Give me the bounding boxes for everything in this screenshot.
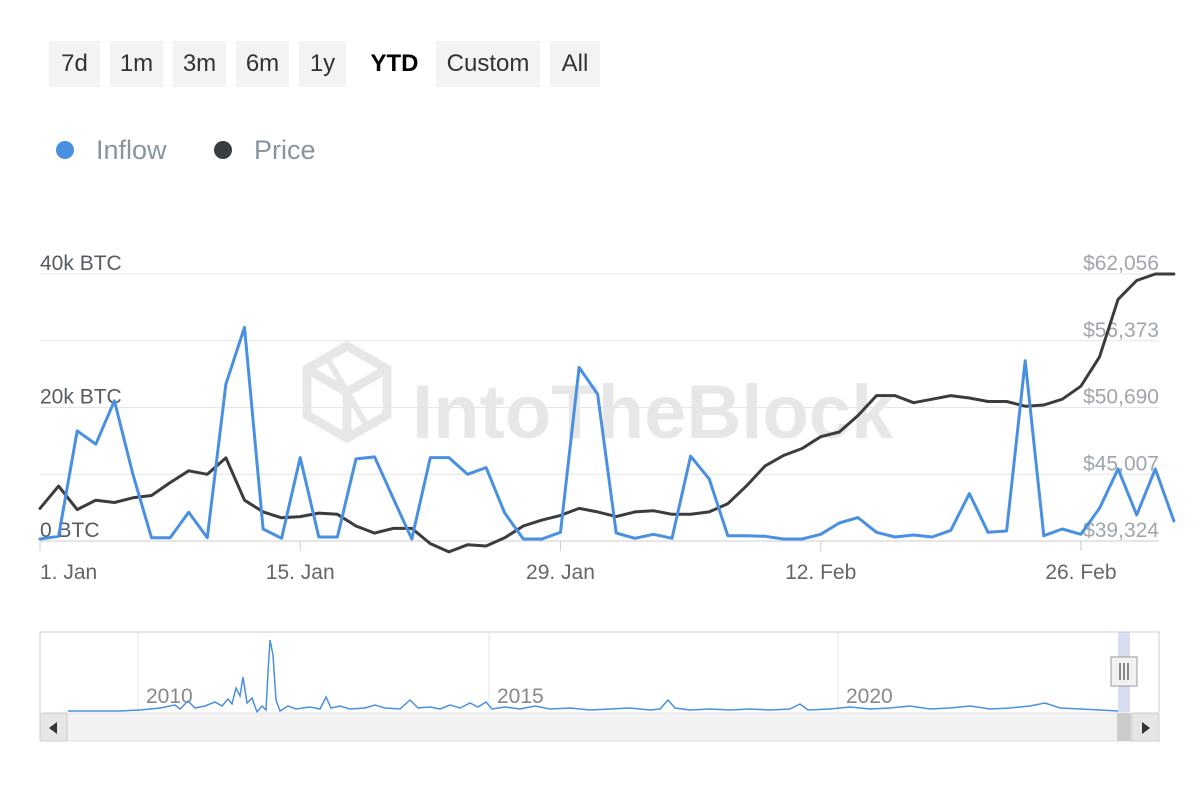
range-button-custom[interactable]: Custom (436, 41, 540, 87)
range-button-ytd[interactable]: YTD (356, 41, 433, 87)
navigator-year-label-2015: 2015 (497, 685, 544, 708)
legend-label-price: Price (254, 134, 316, 165)
chevron-left-icon (49, 722, 57, 734)
range-button-3m[interactable]: 3m (173, 41, 226, 87)
legend-dot-inflow (56, 141, 74, 159)
legend-dot-price (214, 141, 232, 159)
range-button-7d[interactable]: 7d (49, 41, 100, 87)
range-button-all[interactable]: All (550, 41, 600, 87)
navigator-scrollbar[interactable] (39, 712, 1160, 742)
navigator-year-label-2020: 2020 (846, 685, 893, 708)
scroll-right-button[interactable] (1131, 712, 1160, 742)
legend-item-inflow[interactable]: Inflow (56, 130, 167, 170)
legend-label-inflow: Inflow (96, 134, 167, 165)
navigator-year-label-2010: 2010 (146, 685, 193, 708)
range-button-1y[interactable]: 1y (299, 41, 346, 87)
range-button-6m[interactable]: 6m (236, 41, 289, 87)
chevron-right-icon (1142, 722, 1150, 734)
navigator-inflow-line (68, 639, 1119, 714)
legend-item-price[interactable]: Price (214, 130, 316, 170)
range-button-1m[interactable]: 1m (110, 41, 163, 87)
navigator-handle[interactable] (1110, 656, 1138, 687)
scrollbar-thumb[interactable] (1117, 713, 1131, 741)
